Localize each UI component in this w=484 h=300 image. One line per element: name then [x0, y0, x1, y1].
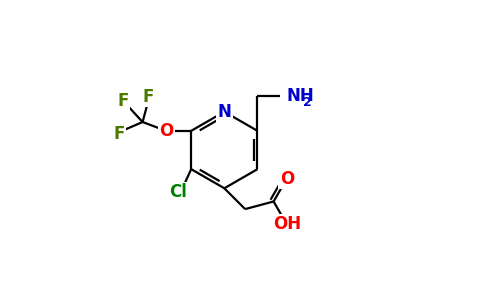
Text: Cl: Cl [169, 183, 187, 201]
Text: O: O [280, 169, 294, 188]
Text: NH: NH [287, 86, 315, 104]
Text: OH: OH [273, 215, 301, 233]
Text: O: O [159, 122, 173, 140]
Text: F: F [113, 125, 125, 143]
Text: 2: 2 [303, 95, 312, 109]
Text: N: N [217, 103, 231, 121]
Text: F: F [143, 88, 154, 106]
Text: F: F [118, 92, 129, 110]
